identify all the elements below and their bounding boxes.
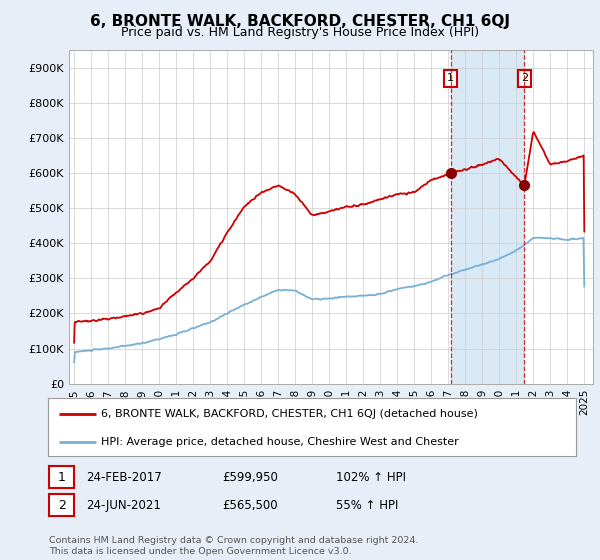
Text: 2: 2: [521, 73, 528, 83]
Text: Price paid vs. HM Land Registry's House Price Index (HPI): Price paid vs. HM Land Registry's House …: [121, 26, 479, 39]
Text: £565,500: £565,500: [222, 498, 278, 512]
Text: 102% ↑ HPI: 102% ↑ HPI: [336, 470, 406, 484]
Text: 24-FEB-2017: 24-FEB-2017: [86, 470, 162, 484]
Text: HPI: Average price, detached house, Cheshire West and Chester: HPI: Average price, detached house, Ches…: [101, 437, 458, 447]
Text: 6, BRONTE WALK, BACKFORD, CHESTER, CH1 6QJ: 6, BRONTE WALK, BACKFORD, CHESTER, CH1 6…: [90, 14, 510, 29]
Text: £599,950: £599,950: [222, 470, 278, 484]
Text: 1: 1: [447, 73, 454, 83]
Text: Contains HM Land Registry data © Crown copyright and database right 2024.
This d: Contains HM Land Registry data © Crown c…: [49, 536, 419, 556]
Bar: [451, 50, 524, 384]
Text: 6, BRONTE WALK, BACKFORD, CHESTER, CH1 6QJ (detached house): 6, BRONTE WALK, BACKFORD, CHESTER, CH1 6…: [101, 409, 478, 419]
Text: 2: 2: [58, 498, 66, 512]
Text: 1: 1: [58, 470, 66, 484]
Text: 24-JUN-2021: 24-JUN-2021: [86, 498, 161, 512]
Text: 55% ↑ HPI: 55% ↑ HPI: [336, 498, 398, 512]
